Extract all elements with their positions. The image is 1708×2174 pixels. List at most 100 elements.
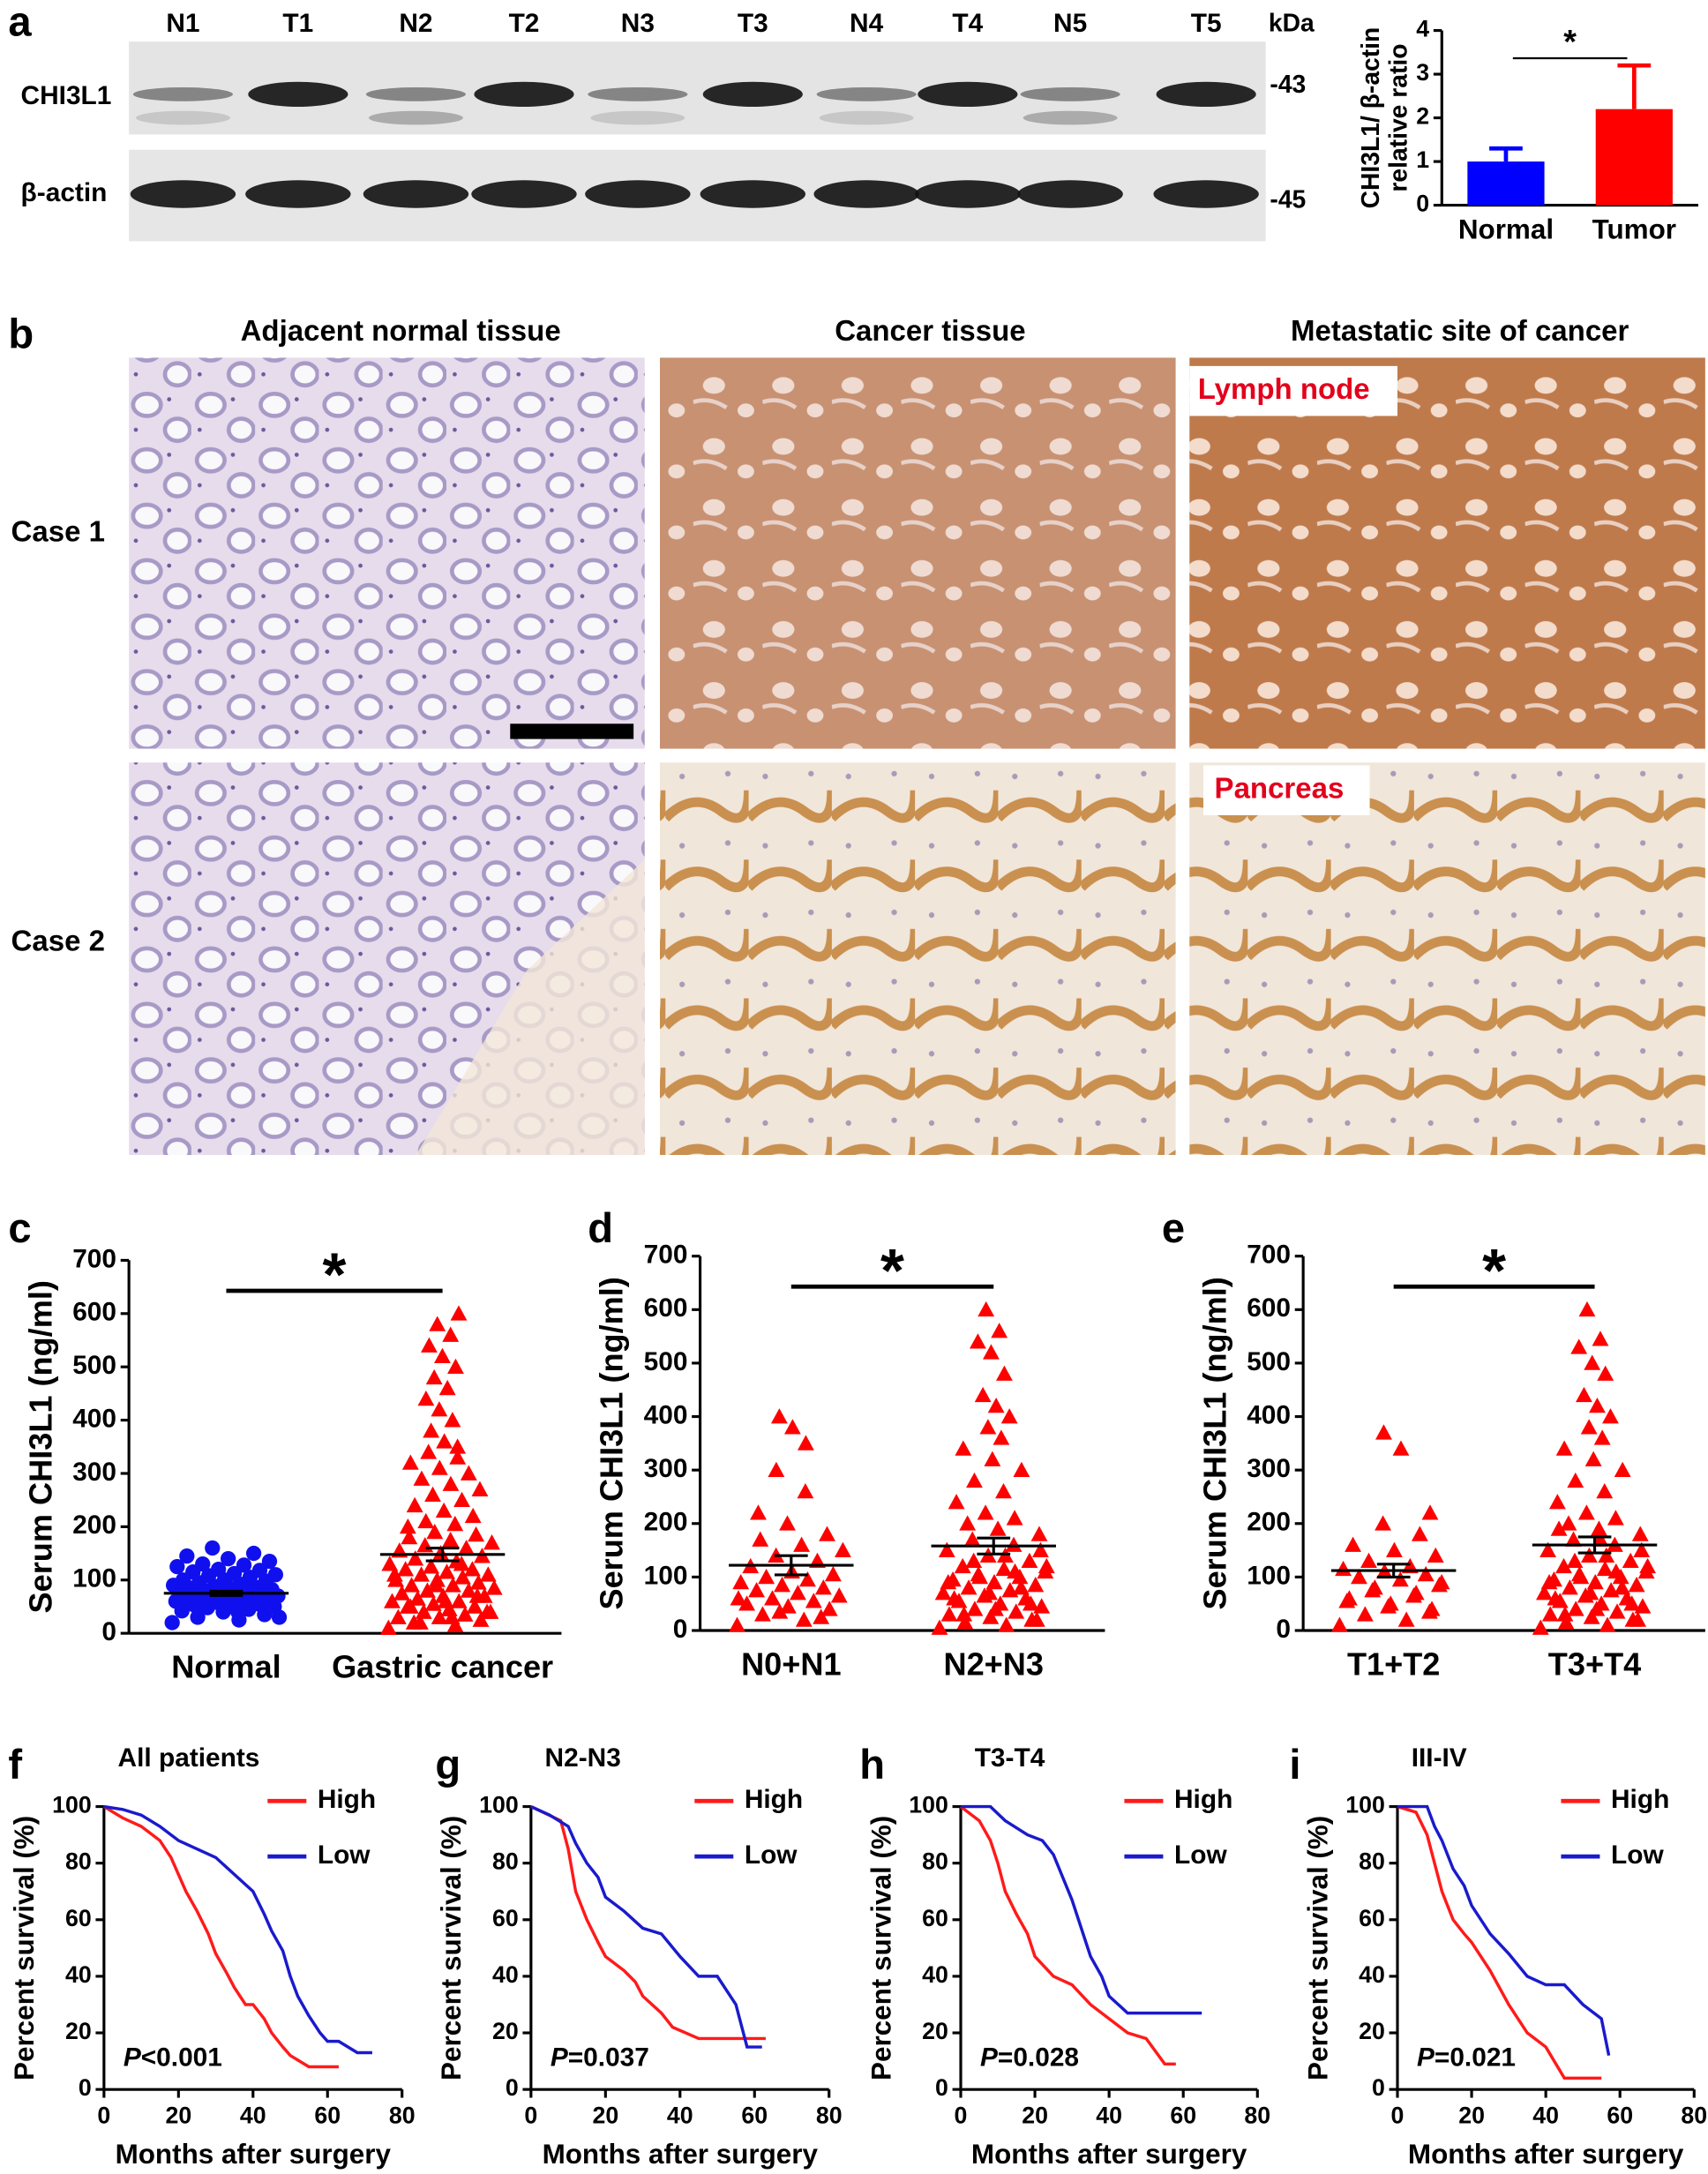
data-point xyxy=(431,1459,448,1475)
p-value: =0.037 xyxy=(568,2043,649,2072)
label-box xyxy=(1189,365,1397,416)
data-point xyxy=(1614,1579,1631,1595)
data-point xyxy=(1592,1331,1609,1346)
y-axis-label: Percent survival (%) xyxy=(865,1816,896,2080)
data-point xyxy=(1633,1541,1651,1557)
data-point xyxy=(783,1419,801,1435)
data-point xyxy=(483,1534,500,1550)
data-point xyxy=(750,1504,767,1520)
panel-label: d xyxy=(588,1204,613,1251)
data-point xyxy=(417,1391,435,1406)
x-tick-label: 60 xyxy=(1607,2103,1633,2129)
data-point xyxy=(1330,1616,1348,1632)
y-tick-label: 600 xyxy=(1247,1293,1291,1323)
lane-label: N1 xyxy=(166,9,199,38)
data-point xyxy=(423,1422,440,1438)
p-value: =0.021 xyxy=(1435,2043,1516,2072)
data-point xyxy=(1375,1515,1392,1531)
data-point xyxy=(399,1518,416,1534)
y-tick-label: 60 xyxy=(65,1905,92,1931)
data-point xyxy=(834,1541,851,1557)
micrograph xyxy=(660,357,1176,749)
data-point xyxy=(738,1595,755,1611)
survival-curve xyxy=(530,1805,766,2041)
data-point xyxy=(1586,1574,1604,1590)
data-point xyxy=(255,1593,272,1609)
micrograph-tint xyxy=(660,357,1176,749)
panel-label: f xyxy=(8,1741,22,1788)
row-label: Case 1 xyxy=(11,515,105,548)
data-point xyxy=(1572,1568,1590,1585)
data-point xyxy=(429,1316,446,1331)
y-tick-label: 1 xyxy=(1416,146,1429,173)
y-axis-label: CHI3L1/ β-actin xyxy=(1356,27,1384,209)
x-tick-label: 60 xyxy=(741,2103,768,2129)
band xyxy=(369,110,463,125)
data-point xyxy=(1338,1593,1356,1608)
data-point xyxy=(991,1323,1008,1338)
data-point xyxy=(774,1577,790,1593)
band xyxy=(245,180,351,208)
band xyxy=(590,110,685,125)
data-point xyxy=(420,1443,438,1459)
data-point xyxy=(732,1574,750,1590)
significance-mark: * xyxy=(1563,23,1577,60)
y-tick-label: 20 xyxy=(922,2018,948,2044)
panel-label: b xyxy=(8,310,34,356)
band xyxy=(1023,110,1118,125)
data-point xyxy=(814,1579,832,1595)
data-point xyxy=(442,1475,460,1491)
scale-bar xyxy=(510,723,634,739)
data-point xyxy=(468,1587,486,1603)
data-point xyxy=(438,1563,455,1579)
data-point xyxy=(423,1558,440,1574)
y-tick-label: 20 xyxy=(1359,2018,1385,2044)
band xyxy=(132,87,233,101)
data-point xyxy=(1570,1338,1588,1354)
y-tick-label: 60 xyxy=(1359,1905,1385,1931)
x-tick-label: 20 xyxy=(1458,2103,1485,2129)
data-point xyxy=(411,1614,429,1630)
y-tick-label: 0 xyxy=(673,1615,688,1644)
data-point xyxy=(1631,1526,1649,1541)
y-tick-label: 100 xyxy=(72,1564,116,1593)
data-point xyxy=(1351,1568,1367,1585)
data-point xyxy=(189,1599,205,1615)
data-point xyxy=(446,1515,464,1532)
data-point xyxy=(401,1454,419,1470)
x-tick-label: 80 xyxy=(1681,2103,1707,2129)
data-point xyxy=(479,1566,497,1582)
data-point xyxy=(1008,1603,1025,1619)
data-point xyxy=(384,1593,401,1608)
data-point xyxy=(1599,1616,1616,1632)
p-label: P xyxy=(124,2043,141,2072)
lane-label: N3 xyxy=(621,9,655,38)
y-axis-label: Serum CHI3L1 (ng/ml) xyxy=(22,1280,58,1613)
data-point xyxy=(998,1616,1015,1632)
data-point xyxy=(1623,1595,1641,1611)
y-tick-label: 600 xyxy=(72,1298,116,1327)
data-point xyxy=(793,1536,811,1552)
data-point xyxy=(1012,1579,1030,1595)
band xyxy=(365,87,466,101)
lane-label: T1 xyxy=(282,9,313,38)
band xyxy=(819,110,914,125)
y-tick-label: 80 xyxy=(1359,1848,1385,1875)
data-point xyxy=(995,1482,1012,1499)
site-label: Pancreas xyxy=(1215,771,1345,804)
lane-label: N2 xyxy=(399,9,432,38)
data-point xyxy=(415,1603,432,1619)
data-point xyxy=(974,1386,992,1403)
data-point xyxy=(1539,1541,1557,1557)
data-point xyxy=(386,1566,403,1582)
y-tick-label: 400 xyxy=(1247,1400,1291,1429)
legend-label: High xyxy=(318,1785,376,1814)
survival-curve xyxy=(102,1805,339,2069)
data-point xyxy=(940,1606,958,1622)
data-point xyxy=(830,1587,848,1603)
y-tick-label: 20 xyxy=(65,2018,92,2044)
data-point xyxy=(995,1365,1013,1381)
data-point xyxy=(431,1401,448,1417)
data-point xyxy=(427,1577,445,1593)
